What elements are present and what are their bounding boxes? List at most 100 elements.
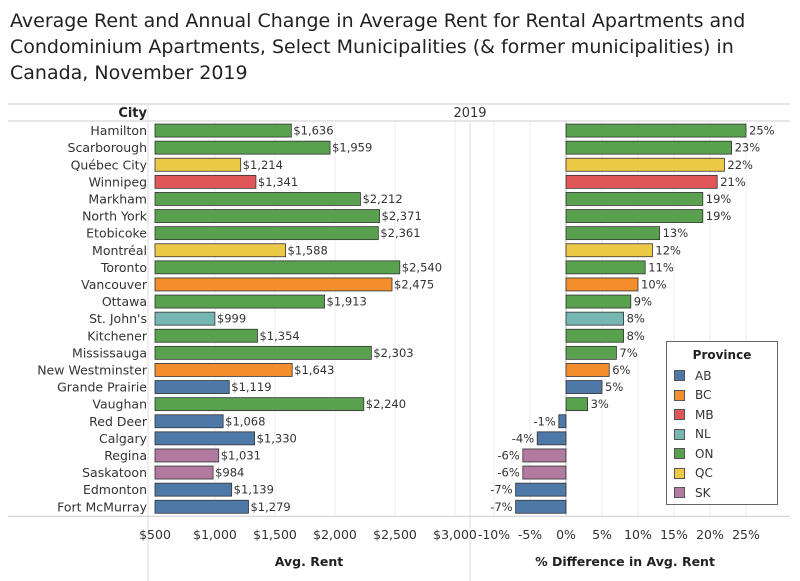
rent-data-label: $1,341 <box>258 175 298 189</box>
city-label: St. John's <box>89 311 147 326</box>
city-label: Red Deer <box>89 414 148 429</box>
pct-data-label: 23% <box>735 141 761 155</box>
rent-data-label: $2,371 <box>382 209 422 223</box>
pct-bar <box>565 294 632 309</box>
pct-tick-label: 5% <box>592 527 612 542</box>
rent-data-label: $2,303 <box>373 346 413 360</box>
legend-item-sk[interactable]: SK <box>667 483 777 503</box>
pct-data-label: 10% <box>641 277 667 291</box>
rent-data-label: $2,361 <box>380 226 420 240</box>
legend-label: MB <box>695 407 714 422</box>
legend-swatch <box>674 448 685 460</box>
pct-bar <box>515 482 567 497</box>
pct-bar <box>565 140 733 155</box>
city-label: Etobicoke <box>86 226 147 241</box>
pct-bar <box>515 499 567 514</box>
pct-data-label: 22% <box>727 158 753 172</box>
pct-bar <box>536 431 567 446</box>
rent-bar <box>154 414 224 429</box>
city-label: Markham <box>88 191 147 206</box>
city-label: Mississauga <box>72 345 147 360</box>
rent-data-label: $1,588 <box>288 243 328 257</box>
city-label: Regina <box>104 448 147 463</box>
pct-data-label: 9% <box>634 295 652 309</box>
rent-data-label: $2,212 <box>362 192 402 206</box>
rent-bar <box>154 448 220 463</box>
city-label: Vancouver <box>81 277 148 292</box>
pct-bar <box>565 345 617 360</box>
rent-bar <box>154 209 380 223</box>
legend-swatch <box>674 467 685 479</box>
pct-bar <box>565 226 660 241</box>
rent-bar <box>154 431 255 446</box>
city-label: Toronto <box>100 260 147 275</box>
city-label: Saskatoon <box>82 465 147 480</box>
rent-bar <box>154 294 325 309</box>
city-label: Grande Prairie <box>57 380 147 395</box>
rent-data-label: $984 <box>215 466 244 480</box>
pct-tick-label: 25% <box>732 527 760 542</box>
rent-bar <box>154 260 401 275</box>
legend-swatch <box>674 409 685 421</box>
rent-bar <box>154 380 230 394</box>
rent-data-label: $1,214 <box>243 158 283 172</box>
city-label: Ottawa <box>102 294 147 309</box>
rent-bar <box>154 363 293 377</box>
legend-item-nl[interactable]: NL <box>667 425 777 445</box>
city-header: City <box>118 106 147 121</box>
pct-data-label: 19% <box>706 209 732 223</box>
pct-data-label: -7% <box>490 483 512 497</box>
pct-axis-title: % Difference in Avg. Rent <box>535 554 715 569</box>
rent-bar <box>154 277 393 292</box>
pct-data-label: -6% <box>497 448 519 462</box>
pct-tick-label: 20% <box>696 527 724 542</box>
legend-item-on[interactable]: ON <box>667 444 777 464</box>
legend-label: NL <box>695 427 711 442</box>
pct-bar <box>558 414 567 429</box>
pct-tick-label: 0% <box>556 527 576 542</box>
rent-bar <box>154 397 365 412</box>
legend-swatch <box>674 428 685 440</box>
legend-swatch <box>674 487 685 499</box>
rent-bar <box>154 465 214 480</box>
city-label: Fort McMurray <box>57 499 147 514</box>
pct-data-label: 7% <box>619 346 637 360</box>
city-label: Scarborough <box>68 140 147 155</box>
city-label: Calgary <box>99 431 148 446</box>
legend-label: BC <box>695 388 712 403</box>
pct-data-label: -7% <box>490 500 512 514</box>
pct-bar <box>565 157 725 172</box>
legend-item-ab[interactable]: AB <box>667 366 777 386</box>
pct-tick-label: 15% <box>660 527 688 542</box>
rent-tick-label: $1,500 <box>253 527 297 542</box>
rent-tick-label: $3,000 <box>433 527 477 542</box>
rent-bar <box>154 192 361 206</box>
pct-tick-label: 10% <box>624 527 652 542</box>
legend-item-bc[interactable]: BC <box>667 386 777 406</box>
province-legend[interactable]: Province AB BC MB NL ON QC SK <box>666 341 778 505</box>
pct-bar <box>565 363 610 377</box>
rent-axis-title: Avg. Rent <box>275 554 343 569</box>
rent-tick-label: $1,000 <box>193 527 237 542</box>
legend-swatch <box>674 389 685 401</box>
rent-data-label: $1,959 <box>332 141 372 155</box>
rent-data-label: $1,139 <box>234 483 274 497</box>
pct-data-label: 21% <box>720 175 746 189</box>
rent-data-label: $1,279 <box>250 500 290 514</box>
legend-item-qc[interactable]: QC <box>667 464 777 484</box>
city-label: Vaughan <box>92 397 147 412</box>
city-label: Winnipeg <box>89 174 147 189</box>
rent-data-label: $2,240 <box>366 397 406 411</box>
pct-data-label: 8% <box>627 329 645 343</box>
pct-bar <box>522 465 567 480</box>
legend-label: SK <box>695 485 711 500</box>
legend-item-mb[interactable]: MB <box>667 405 777 425</box>
rent-data-label: $1,031 <box>221 448 261 462</box>
rent-bar <box>154 140 331 155</box>
pct-bar <box>565 311 624 326</box>
pct-data-label: 25% <box>749 124 775 138</box>
pct-bar <box>565 123 747 138</box>
rent-bar <box>154 226 379 241</box>
pct-bar <box>565 174 718 189</box>
